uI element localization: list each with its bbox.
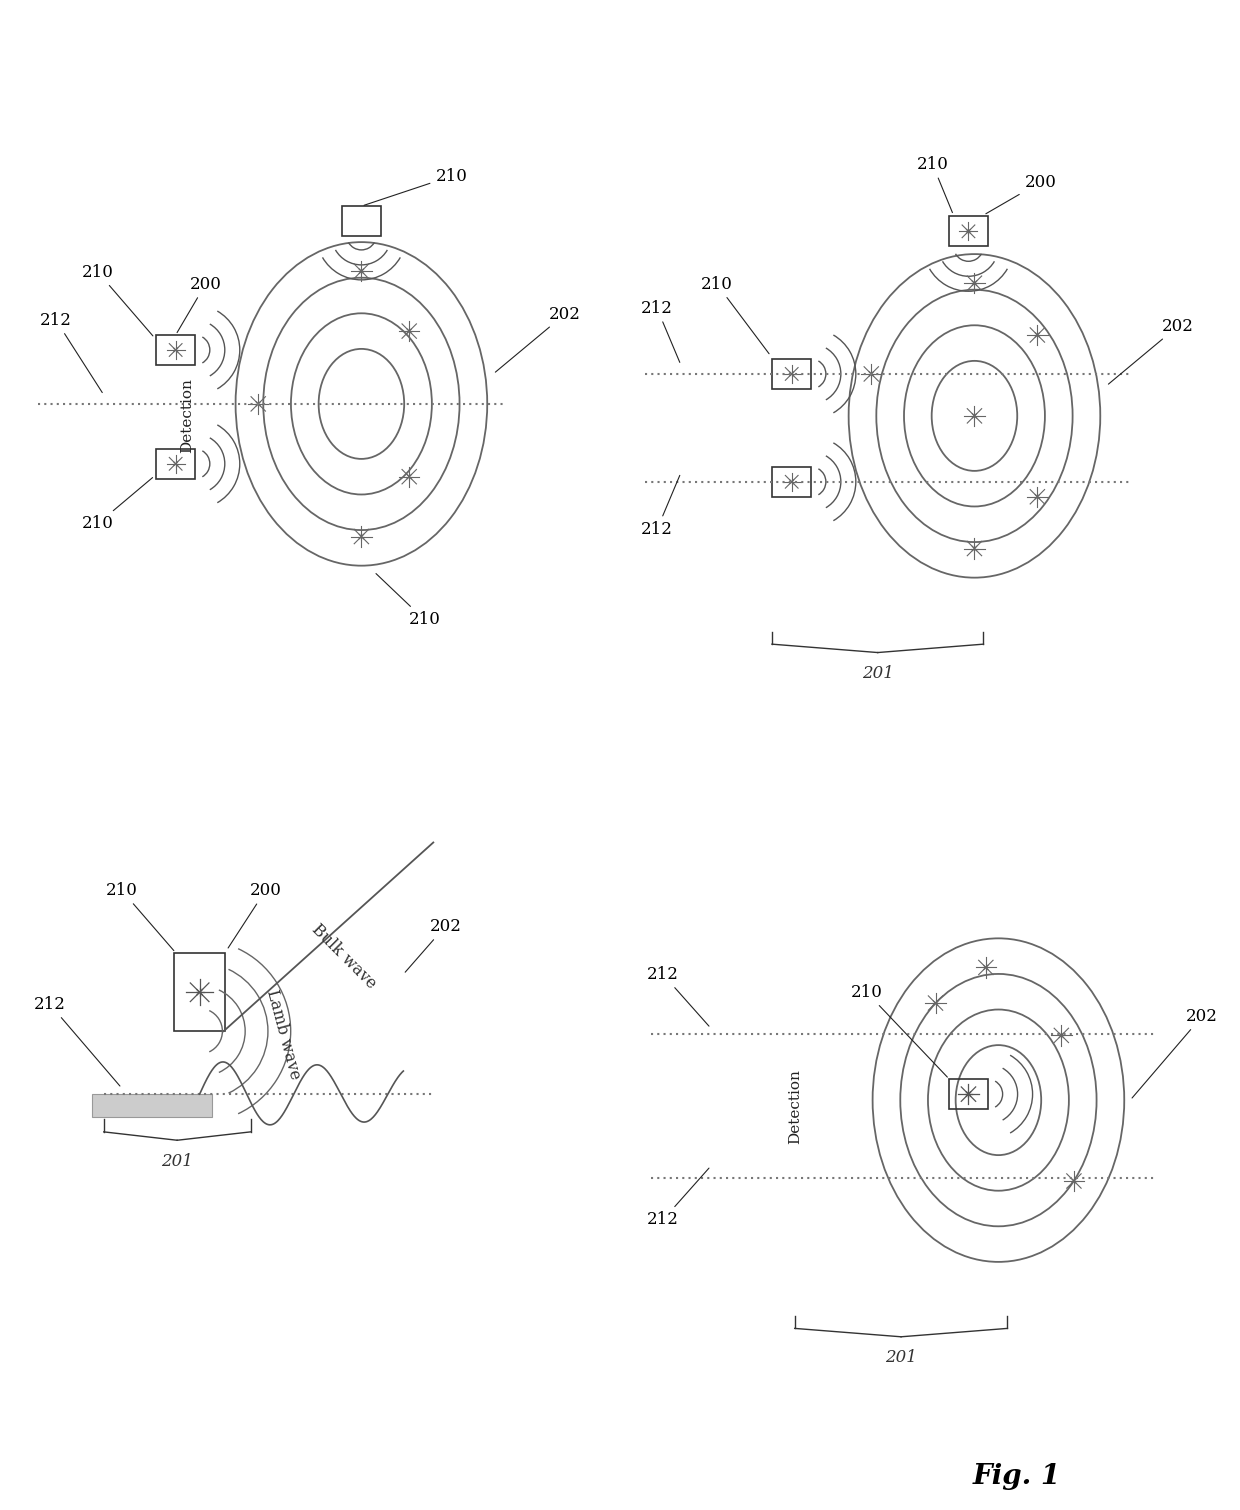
Bar — [174, 953, 226, 1031]
Text: Bulk wave: Bulk wave — [308, 921, 379, 992]
Text: Lamb wave: Lamb wave — [263, 988, 304, 1081]
Text: 212: 212 — [647, 1169, 709, 1229]
Bar — [773, 467, 811, 497]
Bar — [342, 207, 381, 236]
Text: 202: 202 — [1132, 1007, 1218, 1098]
Text: 210: 210 — [916, 156, 952, 213]
Text: 210: 210 — [851, 985, 947, 1077]
Text: 201: 201 — [161, 1152, 193, 1170]
Text: 201: 201 — [885, 1350, 918, 1367]
Text: 210: 210 — [82, 264, 153, 335]
Text: 201: 201 — [862, 664, 894, 683]
Text: 202: 202 — [1109, 317, 1194, 384]
Text: 210: 210 — [105, 882, 174, 951]
Text: 210: 210 — [376, 574, 440, 628]
Text: 212: 212 — [641, 476, 680, 538]
Bar — [949, 1080, 988, 1110]
Text: 200: 200 — [177, 275, 222, 332]
Text: 210: 210 — [701, 275, 769, 353]
Text: Fig. 1: Fig. 1 — [972, 1463, 1061, 1490]
Text: 212: 212 — [641, 299, 680, 362]
Text: 200: 200 — [228, 882, 281, 948]
Text: 212: 212 — [33, 995, 120, 1086]
Bar — [156, 448, 195, 479]
Text: Detection: Detection — [787, 1069, 802, 1143]
Text: 212: 212 — [40, 311, 102, 393]
Text: 202: 202 — [495, 305, 582, 371]
Bar — [92, 1095, 212, 1117]
Bar — [949, 216, 988, 246]
Bar — [156, 335, 195, 365]
Text: 210: 210 — [82, 477, 153, 532]
Text: 212: 212 — [647, 966, 709, 1027]
Text: Detection: Detection — [181, 379, 195, 453]
Text: 202: 202 — [405, 918, 461, 972]
Text: 210: 210 — [365, 168, 467, 205]
Bar — [773, 359, 811, 390]
Text: 200: 200 — [986, 174, 1056, 214]
